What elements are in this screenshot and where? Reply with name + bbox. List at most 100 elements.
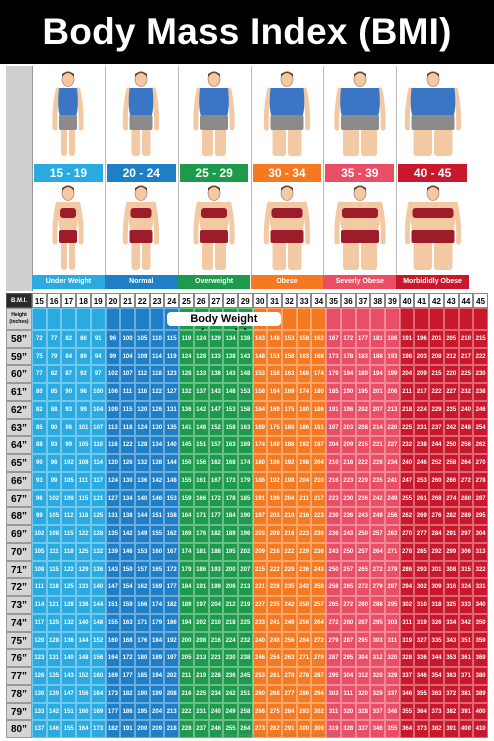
weight-cell: 136 — [90, 560, 106, 579]
weight-cell: 111 — [120, 383, 135, 401]
weight-cell: 184 — [149, 631, 165, 650]
bmi-range-label: 40 - 45 — [398, 164, 467, 182]
weight-cell: 100 — [90, 383, 106, 401]
weight-cell: 72 — [32, 330, 47, 348]
weight-cell: 344 — [429, 649, 444, 668]
weight-cell: 105 — [76, 436, 91, 455]
weight-cell: 117 — [32, 613, 47, 632]
weight-cell: 272 — [355, 578, 371, 597]
weight-cell: 381 — [458, 684, 474, 703]
weight-cell: 373 — [429, 702, 444, 721]
weight-cell: 158 — [237, 400, 253, 419]
weight-cell: 334 — [443, 613, 459, 632]
weight-cell: 220 — [385, 418, 400, 437]
weight-cell: 148 — [164, 471, 180, 490]
weight-cell: 215 — [473, 330, 488, 348]
weight-cell: 309 — [429, 578, 444, 597]
weight-cell: 211 — [179, 667, 194, 685]
weight-cell: 134 — [149, 436, 165, 455]
height-cell: 79” — [6, 702, 32, 721]
weight-cell: 284 — [429, 525, 444, 543]
weight-cell: 350 — [473, 613, 488, 632]
weight-cell: 130 — [120, 471, 135, 490]
weight-cell: 175 — [267, 418, 283, 437]
weight-cell: 143 — [223, 365, 238, 384]
weight-cell: 202 — [164, 667, 180, 685]
weight-cell: 172 — [120, 649, 135, 668]
bmi-value-cell: 37 — [355, 293, 371, 308]
weight-cell: 329 — [370, 684, 386, 703]
weight-cell: 158 — [282, 347, 297, 366]
weight-cell: 258 — [237, 702, 253, 721]
credit-line: Poster Enterprises · Body Mass Index · 1… — [220, 733, 367, 737]
weight-cell: 222 — [282, 542, 297, 561]
weight-cell: 150 — [179, 454, 194, 472]
weight-cell: 173 — [223, 471, 238, 490]
weight-cell: 311 — [385, 631, 400, 650]
weight-cell: 272 — [326, 613, 341, 632]
weight-cell: 206 — [385, 383, 400, 401]
bmi-value-cell: 20 — [105, 293, 121, 308]
weight-cell: 135 — [105, 525, 121, 543]
weight-cell: 225 — [193, 684, 209, 703]
weight-cell: 232 — [458, 383, 474, 401]
weight-cell: 169 — [105, 667, 121, 685]
weight-cell: 153 — [252, 365, 268, 384]
weight-cell: 284 — [282, 702, 297, 721]
weight-cell: 256 — [282, 631, 297, 650]
weight-cell: 189 — [149, 649, 165, 668]
weight-cell: 295 — [340, 649, 356, 668]
weight-cell: 185 — [237, 489, 253, 508]
weight-cell: 184 — [340, 365, 356, 384]
weight-cell: 246 — [208, 720, 224, 738]
weight-cell: 77 — [32, 365, 47, 384]
weight-cell: 216 — [340, 454, 356, 472]
weight-cell: 122 — [149, 383, 165, 401]
weight-cell: 156 — [76, 684, 91, 703]
height-cell: 59” — [6, 347, 32, 366]
weight-cell: 255 — [399, 489, 415, 508]
weight-cell: 192 — [296, 436, 312, 455]
weight-cell: 286 — [296, 684, 312, 703]
weight-cell: 319 — [414, 613, 430, 632]
header-color-cell — [105, 308, 121, 330]
weight-cell: 155 — [179, 471, 194, 490]
weight-cell: 169 — [179, 525, 194, 543]
weight-cell: 100 — [120, 330, 135, 348]
weight-cell: 234 — [385, 454, 400, 472]
weight-cell: 279 — [370, 578, 386, 597]
weight-cell: 119 — [179, 330, 194, 348]
weight-cell: 133 — [32, 702, 47, 721]
height-cell: 80” — [6, 720, 32, 738]
weight-cell: 167 — [326, 330, 341, 348]
weight-cell: 110 — [149, 330, 165, 348]
weight-cell: 212 — [223, 596, 238, 614]
weight-cell: 253 — [414, 471, 430, 490]
weight-cell: 165 — [149, 560, 165, 579]
weight-cell: 217 — [458, 347, 474, 366]
weight-cell: 232 — [399, 436, 415, 455]
weight-cell: 331 — [473, 578, 488, 597]
weight-cell: 204 — [326, 436, 341, 455]
weight-cell: 271 — [385, 542, 400, 561]
weight-cell: 333 — [458, 596, 474, 614]
weight-cell: 107 — [120, 365, 135, 384]
bmi-value-cell: 15 — [32, 293, 47, 308]
weight-cell: 263 — [282, 649, 297, 668]
body-weight-banner: Body Weight (pounds) — [167, 312, 281, 339]
weight-cell: 222 — [267, 560, 283, 579]
weight-cell: 201 — [370, 383, 386, 401]
weight-cell: 99 — [105, 347, 121, 366]
bmi-value-cell: 28 — [223, 293, 238, 308]
weight-cell: 311 — [340, 684, 356, 703]
weight-cell: 155 — [149, 525, 165, 543]
weight-cell: 207 — [237, 560, 253, 579]
weight-cell: 343 — [443, 631, 459, 650]
weight-cell: 132 — [179, 383, 194, 401]
weight-cell: 182 — [105, 720, 121, 738]
weight-cell: 221 — [370, 436, 386, 455]
weight-cell: 235 — [282, 578, 297, 597]
weight-cell: 227 — [385, 436, 400, 455]
side-strip — [6, 66, 33, 291]
weight-cell: 361 — [458, 649, 474, 668]
